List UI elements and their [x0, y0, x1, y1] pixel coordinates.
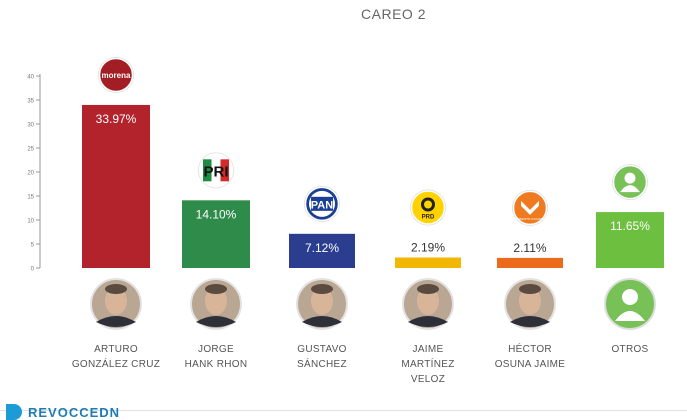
brand-mark-icon: [6, 404, 22, 420]
bar: [82, 104, 150, 268]
candidate-name-line: GUSTAVO: [297, 344, 347, 355]
svg-text:PRI: PRI: [203, 163, 228, 180]
prd-logo: PRD: [410, 189, 446, 226]
candidate-name-line: HANK RHON: [184, 359, 248, 370]
candidate-name-line: GONZÁLEZ CRUZ: [71, 359, 161, 370]
candidate-name-line: OSUNA JAIME: [494, 359, 566, 370]
y-tick-label: 35: [27, 99, 34, 105]
data-label: 33.97%: [96, 112, 137, 126]
data-label: 7.12%: [305, 241, 339, 255]
y-tick-label: 30: [27, 123, 34, 129]
svg-text:PAN: PAN: [311, 199, 333, 211]
candidate-name-line: JORGE: [198, 344, 234, 355]
y-tick-label: 40: [27, 75, 34, 81]
candidate-photo: [504, 278, 556, 330]
candidate-name-line: SÁNCHEZ: [297, 359, 347, 370]
y-tick-label: 5: [31, 243, 35, 249]
candidate-name: JAIME MARTÍNEZ VELOZ: [373, 342, 483, 387]
candidate-name-line: MARTÍNEZ: [401, 359, 455, 370]
candidate-name: GUSTAVO SÁNCHEZ: [267, 342, 377, 372]
bar: [596, 212, 664, 268]
candidate-name: OTROS: [575, 342, 685, 357]
footer-brand-text: REVOCCEDN: [28, 405, 121, 420]
candidate-name: JORGE HANK RHON: [161, 342, 271, 372]
svg-text:morena: morena: [102, 71, 131, 80]
candidate-photo: [296, 278, 348, 330]
candidate-name-line: ARTURO: [94, 344, 138, 355]
pan-logo: PAN: [304, 185, 340, 222]
candidate-name-line: JAIME: [412, 344, 444, 355]
y-tick-label: 10: [27, 219, 34, 225]
candidate-name: HÉCTOR OSUNA JAIME: [475, 342, 585, 372]
candidate-photo: [402, 278, 454, 330]
bar: [289, 233, 355, 268]
data-label: 2.19%: [411, 240, 445, 254]
footer-divider: [0, 410, 687, 411]
svg-text:PRD: PRD: [422, 214, 435, 220]
footer-brand-logo: REVOCCEDN: [6, 404, 120, 420]
candidate-name-line: VELOZ: [410, 374, 446, 385]
mc-logo: MOVIMIENTO CIUDADANO: [511, 189, 550, 226]
candidate-name-line: HÉCTOR: [508, 344, 552, 355]
generic-person-icon: [604, 278, 656, 330]
data-label: 11.65%: [610, 219, 650, 233]
bar: [182, 200, 250, 268]
generic-person-icon: [612, 164, 648, 201]
svg-text:MOVIMIENTO CIUDADANO: MOVIMIENTO CIUDADANO: [511, 217, 550, 221]
bar: [395, 257, 461, 268]
candidate-name: ARTURO GONZÁLEZ CRUZ: [61, 342, 171, 372]
candidate-name-line: OTROS: [611, 344, 649, 355]
y-tick-label: 20: [27, 171, 34, 177]
data-label: 14.10%: [196, 207, 237, 221]
chart-title: CAREO 2: [361, 6, 426, 22]
morena-logo: morena: [98, 56, 134, 93]
candidate-photo: [90, 278, 142, 330]
y-tick-label: 25: [27, 147, 34, 153]
data-label: 2.11%: [513, 241, 546, 255]
candidate-photo: [190, 278, 242, 330]
pri-logo: PRI: [198, 152, 234, 189]
y-tick-label: 0: [31, 267, 35, 273]
y-tick-label: 15: [27, 195, 34, 201]
bar: [497, 257, 563, 268]
